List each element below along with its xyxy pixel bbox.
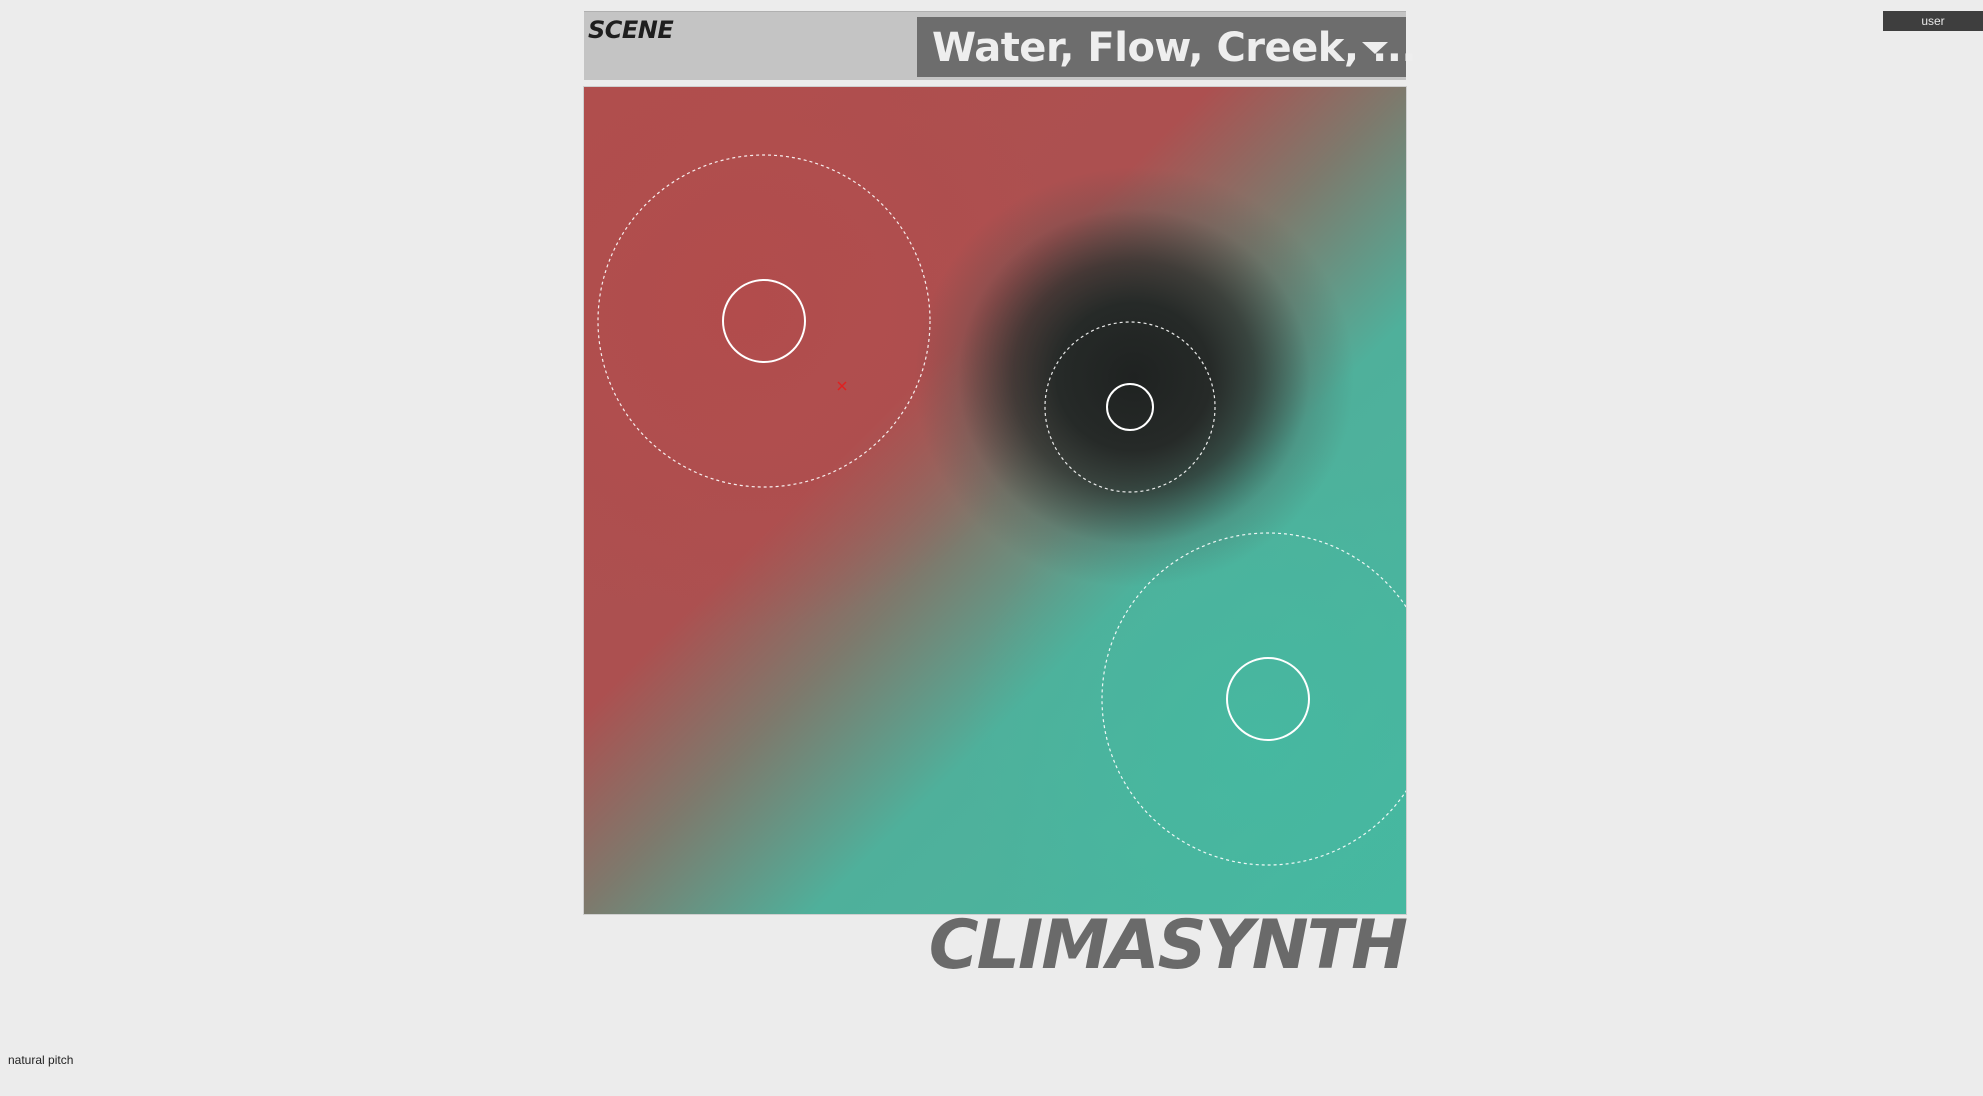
dark-zone-glow: [914, 167, 1354, 587]
canvas-overlay: [597, 154, 1406, 866]
status-text: natural pitch: [8, 1053, 74, 1067]
scene-bar: SCENE Water, Flow, Creek, ...: [584, 11, 1417, 80]
source-dark-range-ring: [1044, 321, 1216, 493]
source-teal-range-ring: [1101, 532, 1406, 866]
source-red-handle: [722, 279, 806, 363]
user-button[interactable]: user: [1883, 11, 1983, 31]
source-red-range-ring: [597, 154, 931, 488]
scene-select-value: Water, Flow, Creek, ...: [932, 25, 1417, 71]
source-dark-handle: [1106, 383, 1154, 431]
scene-canvas[interactable]: [583, 86, 1407, 915]
source-dark[interactable]: [1044, 321, 1216, 493]
scene-select[interactable]: Water, Flow, Creek, ...: [917, 17, 1417, 77]
cross-marker-icon[interactable]: [837, 381, 847, 391]
scene-label: SCENE: [588, 16, 674, 44]
source-teal-handle: [1226, 657, 1310, 741]
chevron-down-icon: [1362, 42, 1388, 54]
brand-logo: CLIMASYNTH: [928, 906, 1408, 985]
source-teal[interactable]: [1101, 532, 1406, 866]
source-red[interactable]: [597, 154, 931, 488]
